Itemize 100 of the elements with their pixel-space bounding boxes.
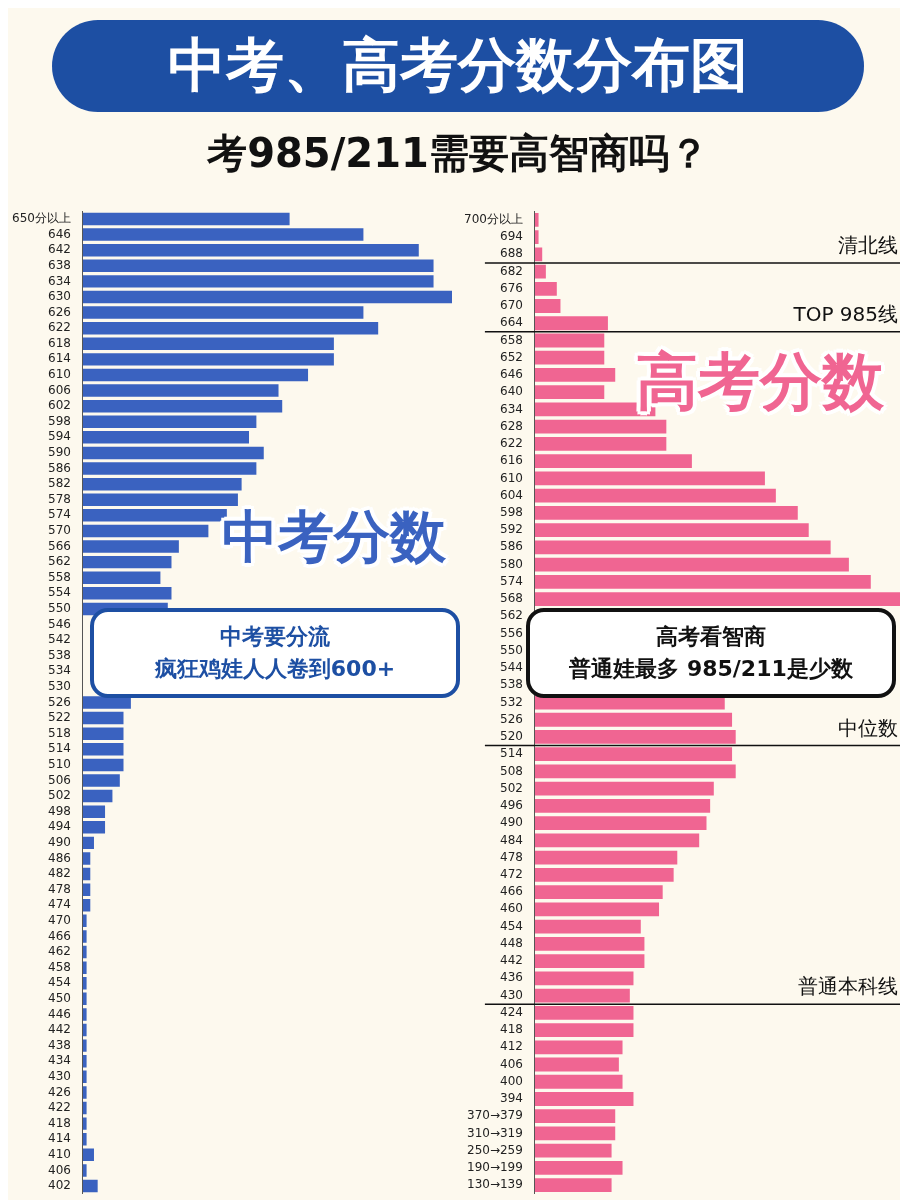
bar xyxy=(82,212,290,226)
y-tick-label: 434 xyxy=(48,1053,71,1068)
bar xyxy=(534,557,849,572)
bar xyxy=(534,247,543,262)
y-tick-label: 566 xyxy=(48,538,71,553)
y-tick-label: 400 xyxy=(500,1073,523,1088)
bar xyxy=(82,977,87,990)
bar xyxy=(534,471,765,486)
bar xyxy=(82,789,113,803)
chart-subtitle: 考985/211需要高智商吗？ xyxy=(206,129,710,178)
annotation: 高考看智商 xyxy=(656,623,766,651)
bar xyxy=(82,992,87,1006)
y-tick-label: 510 xyxy=(48,757,71,772)
bar xyxy=(82,1070,87,1084)
y-tick-label: 694 xyxy=(500,229,523,244)
bar xyxy=(534,505,798,520)
y-tick-label: 586 xyxy=(48,460,71,475)
y-tick-label: 554 xyxy=(48,585,71,600)
bar xyxy=(82,914,87,928)
y-tick-label: 614 xyxy=(48,351,71,366)
bar xyxy=(534,1005,634,1020)
bar xyxy=(534,764,736,779)
bar xyxy=(82,337,334,351)
y-tick-label: 610 xyxy=(500,470,523,485)
bar xyxy=(534,1178,612,1193)
y-tick-label: 646 xyxy=(48,226,71,241)
bar xyxy=(534,299,561,313)
bar xyxy=(534,1074,623,1089)
y-tick-label: 664 xyxy=(500,315,523,330)
y-tick-label: 482 xyxy=(48,866,71,881)
bar xyxy=(82,243,419,257)
y-tick-label: 474 xyxy=(48,897,71,912)
bar xyxy=(82,961,87,974)
y-tick-label: 414 xyxy=(48,1131,71,1146)
y-tick-label: 506 xyxy=(48,772,71,787)
bar xyxy=(82,1008,87,1021)
bar xyxy=(82,727,124,740)
y-tick-label: 418 xyxy=(500,1022,523,1037)
y-tick-label: 130→139 xyxy=(467,1177,523,1192)
bar xyxy=(534,333,605,348)
y-tick-label: 478 xyxy=(48,881,71,896)
y-tick-label: 658 xyxy=(500,332,523,347)
y-tick-label: 494 xyxy=(48,819,71,834)
y-tick-label: 574 xyxy=(500,573,523,588)
bar xyxy=(534,385,605,400)
y-tick-label: 580 xyxy=(500,556,523,571)
y-tick-label: 542 xyxy=(48,632,71,647)
y-tick-label: 454 xyxy=(500,918,523,933)
annotation: 中考要分流 xyxy=(220,623,330,651)
y-tick-label: 530 xyxy=(48,679,71,694)
y-tick-label: 410 xyxy=(48,1146,71,1161)
bar xyxy=(534,1092,634,1106)
bar xyxy=(82,1164,87,1177)
y-tick-label: 522 xyxy=(48,710,71,725)
y-tick-label: 602 xyxy=(48,398,71,413)
bar xyxy=(82,836,94,850)
y-tick-label: 594 xyxy=(48,429,71,444)
y-tick-label: 486 xyxy=(48,850,71,865)
y-tick-label: 550 xyxy=(500,642,523,657)
bar xyxy=(82,930,87,943)
bar xyxy=(534,1109,616,1124)
bar xyxy=(534,799,711,813)
y-tick-label: 502 xyxy=(48,788,71,803)
y-tick-label: 538 xyxy=(48,647,71,662)
y-tick-label: 424 xyxy=(500,1004,523,1019)
y-tick-label: 370→379 xyxy=(467,1108,523,1123)
bar xyxy=(534,264,546,279)
y-tick-label: 622 xyxy=(500,436,523,451)
y-tick-label: 526 xyxy=(500,711,523,726)
bar xyxy=(82,587,172,600)
bar xyxy=(82,883,91,896)
y-tick-label: 478 xyxy=(500,849,523,864)
y-tick-label: 646 xyxy=(500,367,523,382)
bar xyxy=(534,902,660,917)
bar xyxy=(82,228,364,241)
y-tick-label: 422 xyxy=(48,1100,71,1115)
bar xyxy=(82,1148,94,1162)
bar xyxy=(82,290,452,304)
y-tick-label: 562 xyxy=(48,554,71,569)
y-tick-label: 310→319 xyxy=(467,1125,523,1140)
bar xyxy=(82,696,131,709)
y-tick-label: 470 xyxy=(48,912,71,927)
bar xyxy=(534,885,663,900)
bar xyxy=(534,781,714,796)
chart-title: 中考、高考分数分布图 xyxy=(52,20,864,112)
bar xyxy=(534,540,831,555)
y-tick-label: 462 xyxy=(48,944,71,959)
bar xyxy=(534,574,871,589)
y-tick-label: 412 xyxy=(500,1039,523,1054)
y-tick-label: 520 xyxy=(500,729,523,744)
bar xyxy=(534,833,700,848)
bar xyxy=(82,1023,87,1037)
bar xyxy=(82,774,120,787)
bar xyxy=(534,1143,612,1158)
y-tick-label: 402 xyxy=(48,1178,71,1193)
bar xyxy=(82,867,91,881)
y-tick-label: 502 xyxy=(500,780,523,795)
y-tick-label: 676 xyxy=(500,280,523,295)
y-tick-label: 578 xyxy=(48,491,71,506)
y-tick-label: 562 xyxy=(500,608,523,623)
